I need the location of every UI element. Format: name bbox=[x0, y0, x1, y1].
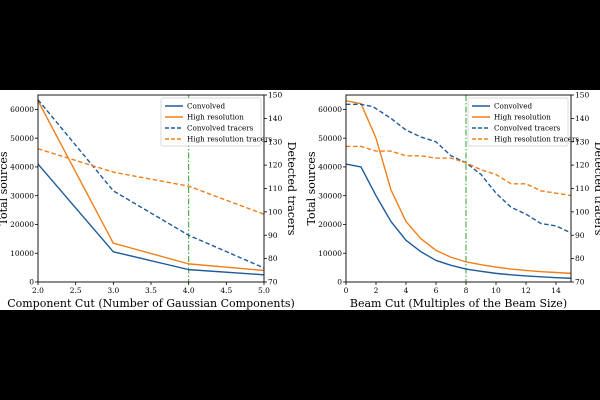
x-tick-label: 12 bbox=[521, 286, 531, 295]
x-tick-label: 4 bbox=[404, 286, 409, 295]
x-tick-label: 0 bbox=[344, 286, 349, 295]
series-high-resolution-tracers bbox=[37, 148, 265, 215]
y-left-tick-label: 60000 bbox=[10, 105, 34, 114]
series-convolved bbox=[37, 163, 265, 276]
x-tick-label: 4.0 bbox=[183, 286, 195, 295]
x-tick-label: 8 bbox=[464, 286, 469, 295]
y-right-tick-label: 70 bbox=[268, 278, 278, 287]
chart-right: 0 2 4 6 8 10 12 1401000020000300004000050000600… bbox=[305, 91, 600, 310]
legend-label: High resolution tracers bbox=[494, 135, 579, 144]
x-tick-label: 2 bbox=[374, 286, 379, 295]
y-right-tick-label: 110 bbox=[575, 184, 590, 193]
x-tick-label: 4.5 bbox=[220, 286, 232, 295]
y-left-tick-label: 10000 bbox=[10, 249, 34, 258]
series-high-resolution-tracers bbox=[346, 145, 572, 197]
y-right-axis-label: Detected tracers bbox=[285, 142, 298, 236]
y-right-tick-label: 100 bbox=[575, 207, 590, 216]
series-high-resolution bbox=[345, 100, 572, 275]
series-convolved-tracers bbox=[346, 103, 572, 234]
legend-label: High resolution bbox=[187, 113, 244, 122]
y-right-tick-label: 140 bbox=[575, 114, 590, 123]
x-tick-label: 5.0 bbox=[258, 286, 270, 295]
y-left-tick-label: 30000 bbox=[318, 191, 342, 200]
legend-label: Convolved tracers bbox=[494, 124, 561, 133]
y-left-tick-label: 50000 bbox=[318, 134, 342, 143]
y-right-tick-label: 150 bbox=[575, 91, 590, 100]
x-tick-label: 2.5 bbox=[70, 286, 82, 295]
y-left-tick-label: 40000 bbox=[10, 163, 34, 172]
y-left-tick-label: 60000 bbox=[318, 105, 342, 114]
legend: Convolved High resolution Convolved tracer… bbox=[160, 97, 272, 147]
y-right-axis-label: Detected tracers bbox=[592, 142, 600, 236]
y-left-tick-label: 20000 bbox=[10, 220, 34, 229]
x-tick-label: 6 bbox=[434, 286, 439, 295]
y-left-tick-label: 30000 bbox=[10, 191, 34, 200]
y-right-tick-label: 70 bbox=[575, 278, 585, 287]
chart-left: 2.0 2.5 3.0 3.5 4.0 4.5 5.0 0 10000 20000 30000 400… bbox=[0, 91, 298, 310]
y-left-tick-label: 10000 bbox=[318, 249, 342, 258]
y-right-tick-label: 80 bbox=[575, 254, 585, 263]
y-right-tick-label: 80 bbox=[268, 254, 278, 263]
series-high-resolution bbox=[37, 100, 265, 272]
legend-label: Convolved tracers bbox=[187, 124, 254, 133]
legend-box bbox=[160, 97, 262, 147]
x-tick-label: 14 bbox=[551, 286, 561, 295]
y-left-axis-label: Total sources bbox=[0, 151, 10, 225]
legend-box bbox=[467, 97, 569, 147]
legend-label: Convolved bbox=[494, 102, 532, 111]
series-convolved-tracers bbox=[37, 99, 265, 269]
y-left-tick-label: 0 bbox=[337, 278, 342, 287]
y-right-tick-label: 120 bbox=[575, 161, 590, 170]
y-right-tick-label: 140 bbox=[268, 114, 283, 123]
y-right-tick-label: 130 bbox=[575, 137, 590, 146]
y-right-tick-label: 100 bbox=[268, 207, 283, 216]
legend-label: High resolution bbox=[494, 113, 551, 122]
plot-frame bbox=[345, 94, 572, 283]
x-tick-label: 3.5 bbox=[145, 286, 157, 295]
y-left-tick-label: 50000 bbox=[10, 134, 34, 143]
legend-label: High resolution tracers bbox=[187, 135, 272, 144]
figure-svg: 2.0 2.5 3.0 3.5 4.0 4.5 5.00100002000030000400… bbox=[0, 91, 600, 310]
y-right-tick-label: 130 bbox=[268, 137, 283, 146]
y-left-tick-label: 40000 bbox=[318, 163, 342, 172]
y-right-tick-label: 90 bbox=[575, 231, 585, 240]
y-left-tick-label: 0 bbox=[29, 278, 34, 287]
y-right-tick-label: 150 bbox=[268, 91, 283, 100]
plot-frame bbox=[37, 94, 265, 283]
y-left-tick-label: 20000 bbox=[318, 220, 342, 229]
y-left-axis-label: Total sources bbox=[305, 151, 318, 225]
x-tick-label: 3.0 bbox=[107, 286, 119, 295]
y-right-tick-label: 120 bbox=[268, 161, 283, 170]
x-tick-label: 10 bbox=[491, 286, 501, 295]
x-axis-label: Component Cut (Number of Gaussian Compon… bbox=[7, 297, 295, 310]
y-right-tick-label: 90 bbox=[268, 231, 278, 240]
legend: Convolved High resolution Convolved tracer… bbox=[467, 97, 579, 147]
x-axis-label: Beam Cut (Multiples of the Beam Size) bbox=[350, 297, 567, 310]
x-tick-label: 2.0 bbox=[32, 286, 44, 295]
series-convolved bbox=[345, 163, 572, 279]
y-right-tick-label: 110 bbox=[268, 184, 283, 193]
legend-label: Convolved bbox=[187, 102, 225, 111]
figure: 2.0 2.5 3.0 3.5 4.0 4.5 5.0 0 10000 20000 30000 400… bbox=[0, 90, 600, 310]
